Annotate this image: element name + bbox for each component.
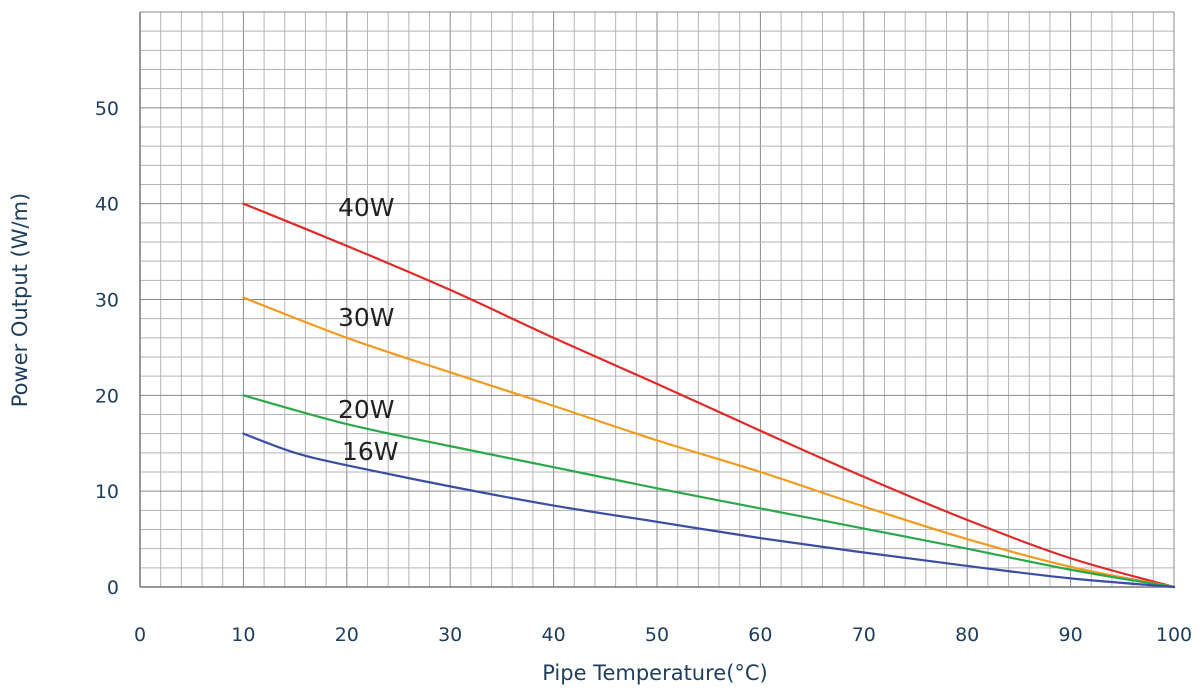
x-tick-label: 20	[335, 624, 359, 646]
tick-labels: 0 10 20 30 40 50 60 70 80 90 100 0 10 20 30 40 50	[95, 98, 1192, 646]
x-tick-label: 10	[231, 624, 255, 646]
series-labels: 40W 30W 20W 16W	[338, 193, 399, 466]
series-lines	[242, 202, 1176, 589]
series-line-30w	[242, 296, 1176, 589]
x-tick-label: 40	[542, 624, 566, 646]
y-tick-label: 50	[95, 98, 119, 120]
x-tick-label: 0	[134, 624, 146, 646]
x-axis-title: Pipe Temperature(°C)	[542, 661, 768, 685]
y-tick-label: 30	[95, 290, 119, 312]
series-label-40w: 40W	[338, 193, 395, 222]
series-label-16w: 16W	[342, 437, 399, 466]
x-tick-label: 60	[748, 624, 772, 646]
y-tick-label: 40	[95, 194, 119, 216]
x-tick-label: 80	[955, 624, 979, 646]
grid	[139, 11, 1175, 588]
axes	[139, 12, 1174, 588]
x-tick-label: 90	[1059, 624, 1083, 646]
series-line-40w	[242, 202, 1176, 589]
y-axis-title: Power Output (W/m)	[8, 193, 32, 407]
y-tick-label: 20	[95, 385, 119, 407]
x-tick-label: 30	[438, 624, 462, 646]
series-line-20w	[242, 394, 1176, 589]
x-tick-label: 70	[852, 624, 876, 646]
x-tick-label: 50	[645, 624, 669, 646]
series-label-30w: 30W	[338, 303, 395, 332]
series-label-20w: 20W	[338, 395, 395, 424]
y-tick-label: 0	[107, 577, 119, 599]
x-tick-label: 100	[1156, 624, 1192, 646]
y-tick-label: 10	[95, 481, 119, 503]
series-line-16w	[242, 432, 1176, 589]
